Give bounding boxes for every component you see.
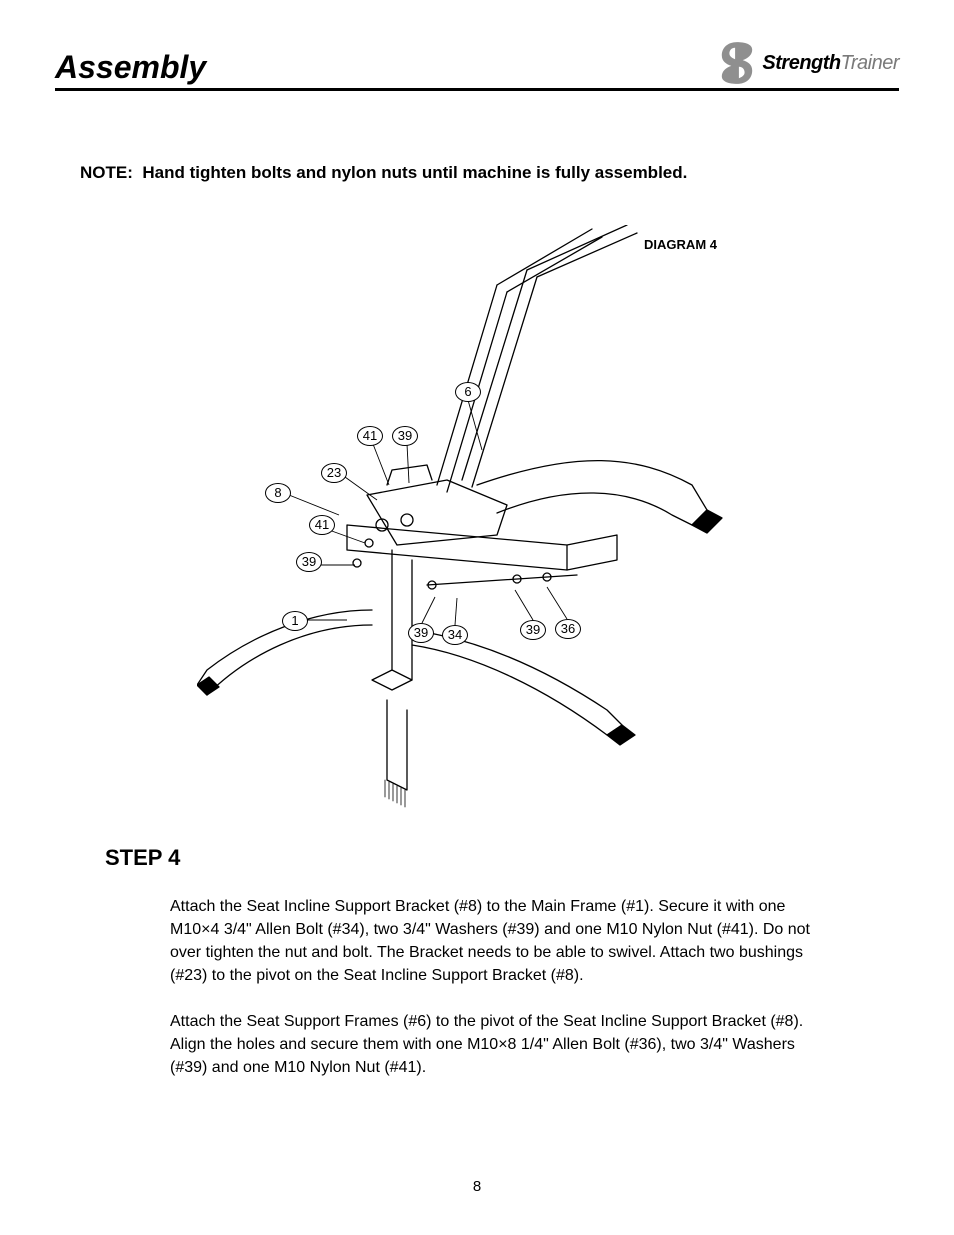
callout-39: 39 <box>392 426 418 446</box>
callout-6: 6 <box>455 382 481 402</box>
callout-1: 1 <box>282 611 308 631</box>
step-para-2: Attach the Seat Support Frames (#6) to t… <box>170 1010 819 1080</box>
page-number: 8 <box>0 1178 954 1195</box>
step-para-1: Attach the Seat Incline Support Bracket … <box>170 895 819 988</box>
step-heading: STEP 4 <box>105 845 899 871</box>
note-label: NOTE: <box>80 163 133 182</box>
brand-text: StrengthTrainer <box>762 52 899 75</box>
brand-logo-icon <box>718 40 756 86</box>
brand: StrengthTrainer <box>718 40 899 86</box>
diagram-4: DIAGRAM 4 <box>197 225 757 815</box>
brand-strong: Strength <box>762 52 840 74</box>
assembly-note: NOTE: Hand tighten bolts and nylon nuts … <box>80 161 874 185</box>
callout-39: 39 <box>408 623 434 643</box>
section-title: Assembly <box>55 49 206 86</box>
callout-23: 23 <box>321 463 347 483</box>
brand-light: Trainer <box>841 52 899 74</box>
note-text: Hand tighten bolts and nylon nuts until … <box>142 163 687 182</box>
callout-41: 41 <box>357 426 383 446</box>
callout-8: 8 <box>265 483 291 503</box>
callout-36: 36 <box>555 619 581 639</box>
assembly-diagram-icon <box>197 225 757 815</box>
callout-34: 34 <box>442 625 468 645</box>
step-body: Attach the Seat Incline Support Bracket … <box>170 895 819 1079</box>
callout-39: 39 <box>520 620 546 640</box>
callout-39: 39 <box>296 552 322 572</box>
callout-41: 41 <box>309 515 335 535</box>
page-header: Assembly StrengthTrainer <box>55 40 899 91</box>
